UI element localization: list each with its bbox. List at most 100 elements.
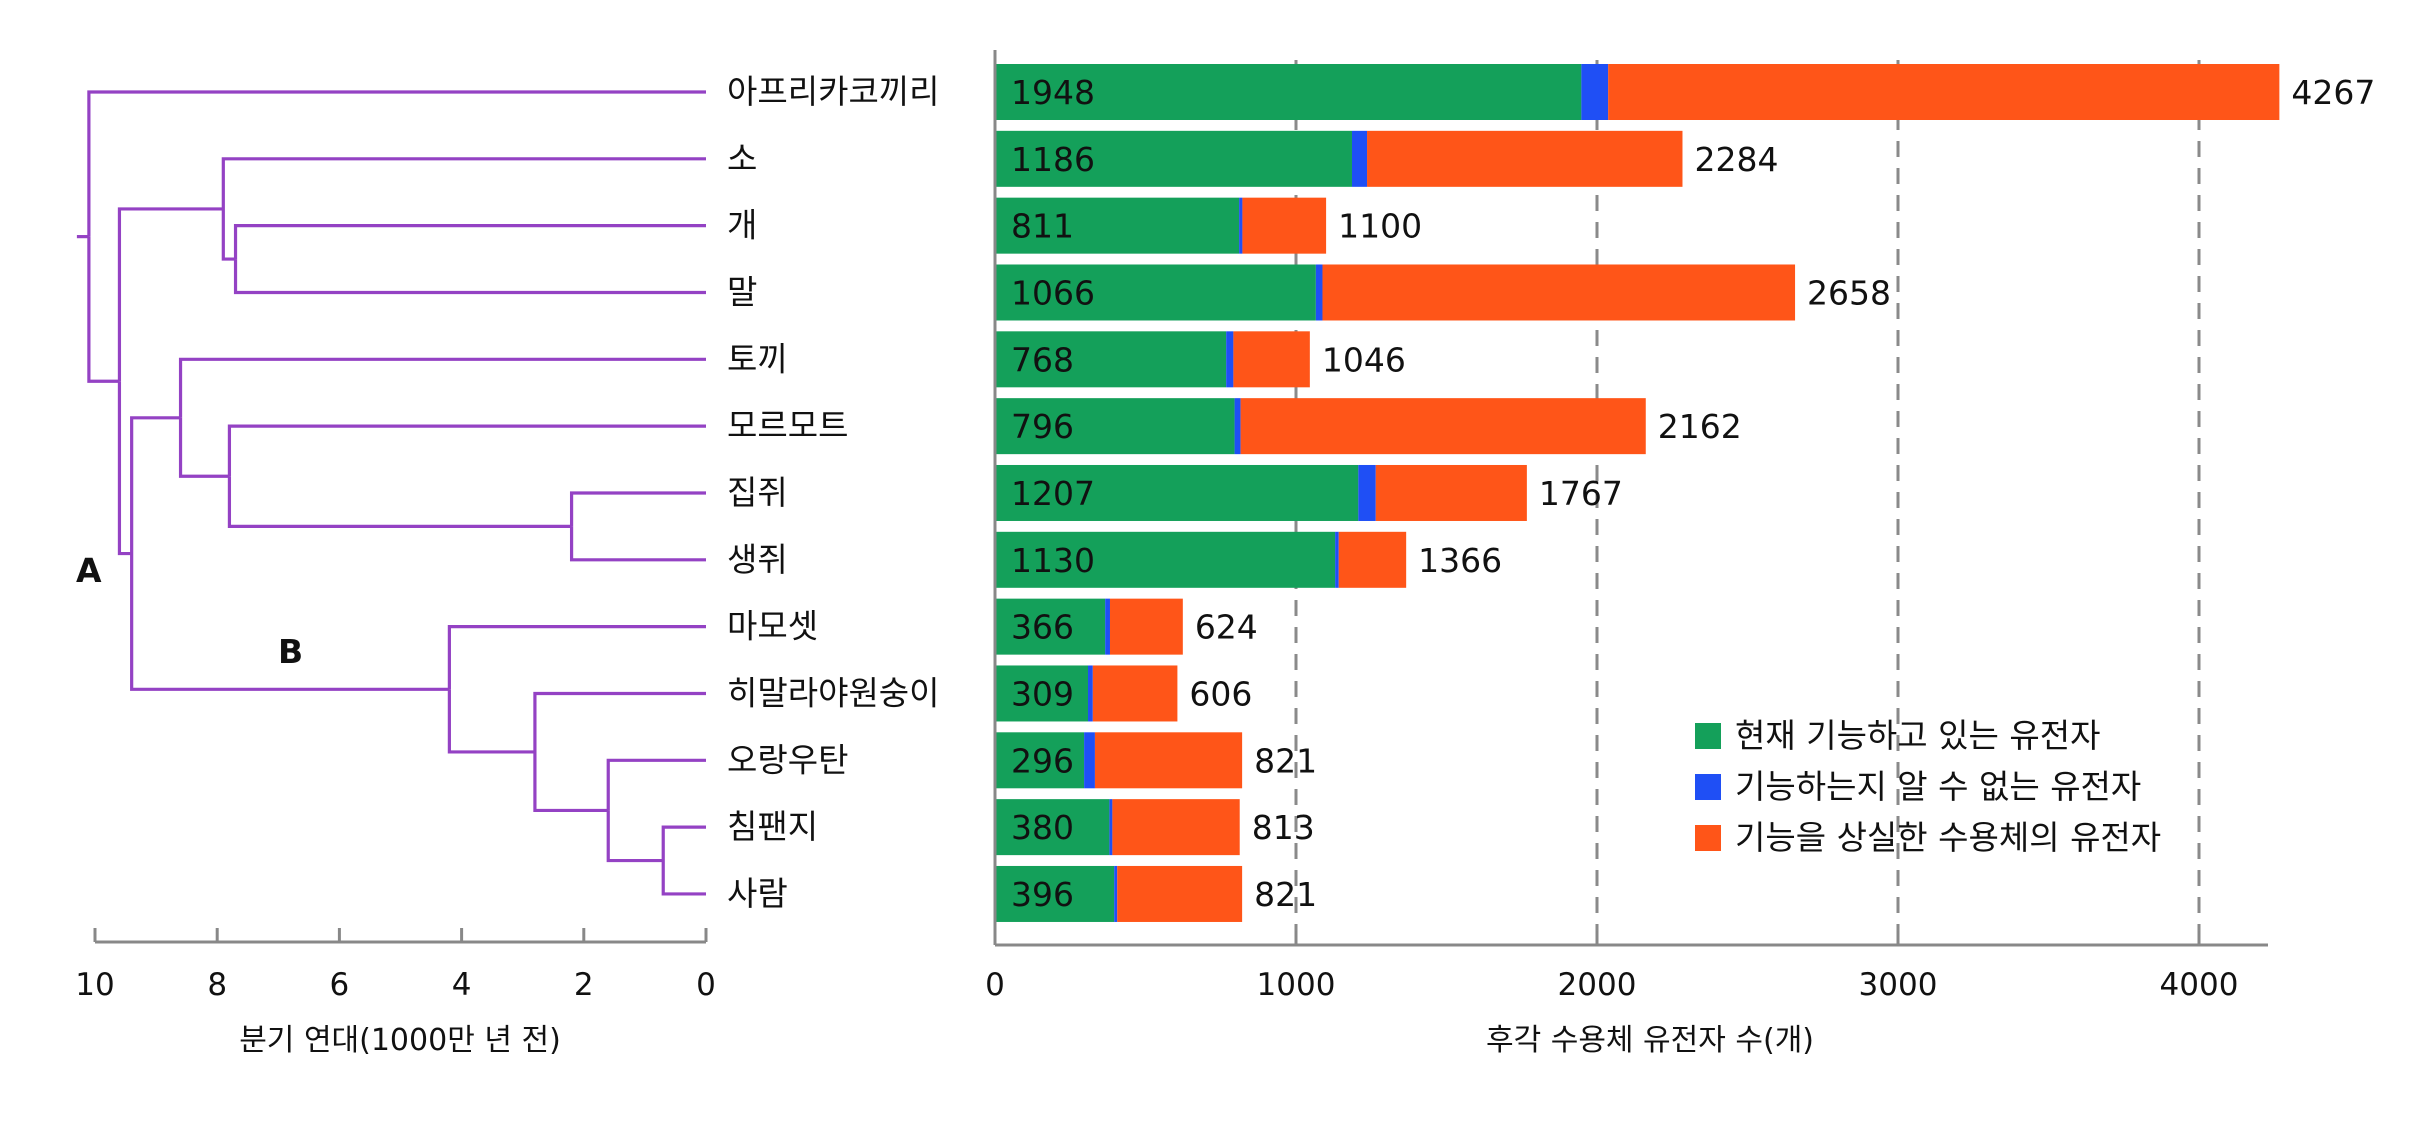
bar-unknown bbox=[1084, 732, 1095, 789]
tree-branch-node bbox=[117, 381, 132, 556]
total-count-label: 2284 bbox=[1694, 140, 1778, 179]
bar-pseudogene bbox=[1240, 398, 1646, 455]
bar-pseudogene bbox=[1112, 799, 1240, 856]
bar-functional bbox=[995, 732, 1085, 789]
bar-functional bbox=[995, 130, 1352, 187]
bar-unknown bbox=[1351, 130, 1368, 187]
count-tick-label: 2000 bbox=[1558, 967, 1637, 1003]
total-count-label: 624 bbox=[1195, 608, 1258, 647]
bar-pseudogene bbox=[1109, 598, 1183, 655]
tree-branch-leaf bbox=[87, 90, 706, 237]
bar-pseudogene bbox=[1242, 197, 1327, 254]
total-count-label: 813 bbox=[1252, 808, 1315, 847]
time-tick-label: 4 bbox=[452, 967, 472, 1003]
total-count-label: 821 bbox=[1254, 875, 1317, 914]
species-label: 말 bbox=[727, 272, 757, 311]
tree-branch-node bbox=[533, 751, 609, 813]
functional-count-label: 309 bbox=[1011, 674, 1074, 713]
tree-branch-node bbox=[130, 416, 181, 554]
bar-unknown bbox=[1234, 398, 1241, 455]
bar-functional bbox=[995, 665, 1089, 722]
tree-branch-node bbox=[227, 476, 572, 528]
tree-branch-leaf bbox=[569, 526, 706, 562]
functional-count-label: 380 bbox=[1011, 808, 1074, 847]
time-tick-label: 0 bbox=[696, 967, 716, 1003]
functional-count-label: 296 bbox=[1011, 741, 1074, 780]
species-label: 오랑우탄 bbox=[727, 740, 848, 779]
bar-functional bbox=[995, 865, 1115, 922]
bar-functional bbox=[995, 64, 1582, 120]
total-count-label: 1366 bbox=[1418, 541, 1502, 580]
bar-pseudogene bbox=[1367, 130, 1683, 187]
time-tick-label: 8 bbox=[207, 967, 227, 1003]
total-count-label: 2658 bbox=[1807, 273, 1891, 312]
bar-unknown bbox=[1114, 865, 1118, 922]
bar-unknown bbox=[1315, 264, 1323, 321]
time-tick-label: 2 bbox=[574, 967, 594, 1003]
legend-label: 기능하는지 알 수 없는 유전자 bbox=[1735, 767, 2141, 806]
tree-branch-node bbox=[447, 689, 535, 754]
total-count-label: 606 bbox=[1189, 674, 1252, 713]
functional-count-label: 396 bbox=[1011, 875, 1074, 914]
bar-pseudogene bbox=[1322, 264, 1796, 321]
bar-unknown bbox=[1109, 799, 1113, 856]
tree-branch-leaf bbox=[227, 424, 706, 477]
node-label-b: B bbox=[278, 632, 303, 671]
total-count-label: 1100 bbox=[1338, 207, 1422, 246]
functional-count-label: 1066 bbox=[1011, 273, 1095, 312]
functional-count-label: 811 bbox=[1011, 207, 1074, 246]
bar-pseudogene bbox=[1375, 464, 1527, 521]
legend-swatch-unknown bbox=[1695, 774, 1721, 800]
tree-branch-leaf bbox=[447, 625, 706, 690]
functional-count-label: 796 bbox=[1011, 407, 1074, 446]
tree-branch-node bbox=[87, 236, 120, 383]
species-label: 개 bbox=[727, 206, 757, 245]
bar-unknown bbox=[1105, 598, 1110, 655]
tree-branch-leaf bbox=[178, 357, 706, 418]
gene-count-bar-chart: 1948 4267 1186 2284 811 1100 1066 2658 768 1046 79… bbox=[985, 50, 2375, 1058]
bar-unknown bbox=[1358, 464, 1376, 521]
total-count-label: 1046 bbox=[1322, 340, 1406, 379]
time-tick-label: 6 bbox=[330, 967, 350, 1003]
tree-branch-node bbox=[221, 208, 236, 261]
count-tick-label: 3000 bbox=[1859, 967, 1938, 1003]
total-count-label: 1767 bbox=[1539, 474, 1623, 513]
tree-branch-leaf bbox=[661, 860, 706, 896]
count-axis-title: 후각 수용체 유전자 수(개) bbox=[1486, 1023, 1814, 1058]
bar-functional bbox=[995, 398, 1235, 455]
species-label: 마모셋 bbox=[727, 607, 818, 646]
species-label: 아프리카코끼리 bbox=[727, 72, 940, 111]
legend-label: 기능을 상실한 수용체의 유전자 bbox=[1735, 818, 2161, 857]
time-tick-label: 10 bbox=[75, 967, 114, 1003]
time-axis-title: 분기 연대(1000만 년 전) bbox=[239, 1023, 561, 1058]
tree-branch-leaf bbox=[233, 224, 706, 260]
bar-functional bbox=[995, 264, 1316, 321]
node-label-a: A bbox=[76, 551, 102, 590]
functional-count-label: 366 bbox=[1011, 608, 1074, 647]
bar-unknown bbox=[1088, 665, 1093, 722]
bar-unknown bbox=[1239, 197, 1243, 254]
functional-count-label: 1130 bbox=[1011, 541, 1095, 580]
tree-branch-leaf bbox=[606, 758, 706, 811]
total-count-label: 4267 bbox=[2291, 73, 2375, 112]
count-tick-label: 4000 bbox=[2160, 967, 2239, 1003]
count-tick-label: 0 bbox=[985, 967, 1005, 1003]
functional-count-label: 1207 bbox=[1011, 474, 1095, 513]
species-label: 생쥐 bbox=[727, 540, 788, 579]
bar-pseudogene bbox=[1094, 732, 1243, 789]
bar-functional bbox=[995, 464, 1359, 521]
functional-count-label: 1948 bbox=[1011, 73, 1095, 112]
total-count-label: 2162 bbox=[1658, 407, 1742, 446]
bar-unknown bbox=[1226, 331, 1234, 388]
species-label: 토끼 bbox=[727, 339, 788, 378]
bar-functional bbox=[995, 799, 1110, 856]
tree-branch-node bbox=[117, 207, 224, 382]
legend-swatch-functional bbox=[1695, 723, 1721, 749]
functional-count-label: 1186 bbox=[1011, 140, 1095, 179]
species-label: 히말라야원숭이 bbox=[727, 673, 940, 712]
bar-unknown bbox=[1581, 64, 1609, 120]
bar-unknown bbox=[1335, 531, 1339, 588]
species-label: 침팬지 bbox=[727, 807, 818, 846]
